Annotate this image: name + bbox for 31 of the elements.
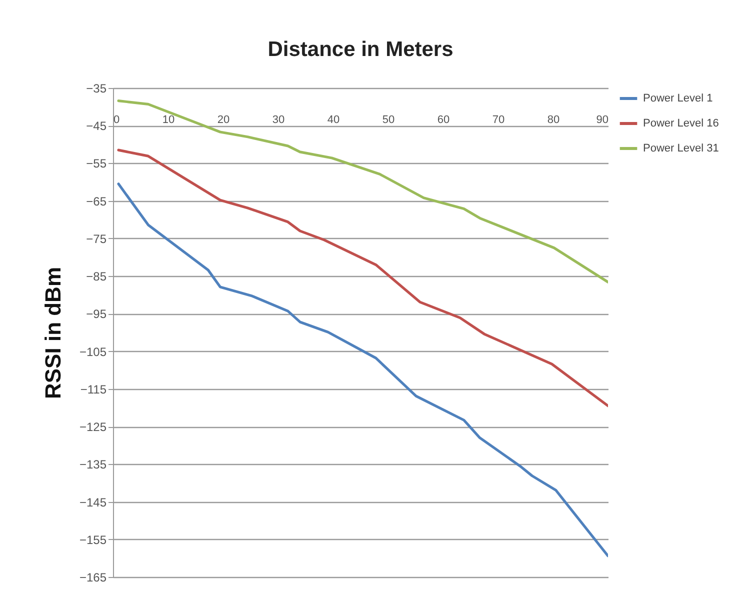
x-tick-label: 40 bbox=[327, 114, 340, 126]
x-tick-label: 50 bbox=[382, 114, 395, 126]
x-tick-label: 0 bbox=[114, 114, 120, 126]
line-series bbox=[117, 148, 608, 408]
x-tick-label: 10 bbox=[162, 114, 175, 126]
y-tick-label: −145 bbox=[79, 495, 107, 510]
x-tick-label: 30 bbox=[272, 114, 285, 126]
x-tick-label: 60 bbox=[437, 114, 450, 126]
x-tick-label: 70 bbox=[492, 114, 505, 126]
legend-label: Power Level 16 bbox=[643, 118, 719, 130]
x-tick-label: 80 bbox=[547, 114, 560, 126]
y-tick-label: −85 bbox=[86, 270, 107, 284]
legend-label: Power Level 1 bbox=[643, 92, 713, 104]
y-tick-label: −135 bbox=[79, 458, 107, 472]
y-tick-label: −75 bbox=[86, 232, 107, 246]
y-axis-title: RSSI in dBm bbox=[40, 266, 66, 400]
legend-label: Power Level 31 bbox=[643, 142, 719, 154]
x-tick-label: 20 bbox=[217, 114, 230, 126]
x-tick-label: 90 bbox=[596, 114, 608, 126]
y-tick-label: −65 bbox=[86, 194, 107, 208]
y-tick-label: −165 bbox=[79, 570, 107, 584]
y-tick-label: −105 bbox=[79, 344, 107, 359]
line-series bbox=[117, 182, 608, 558]
y-tick-label: −55 bbox=[86, 156, 107, 171]
y-tick-label: −115 bbox=[80, 382, 107, 396]
y-tick-label: −35 bbox=[86, 82, 107, 96]
chart-title: Distance in Meters bbox=[268, 38, 454, 61]
y-tick-label: −45 bbox=[86, 119, 107, 134]
y-tick-label: −125 bbox=[79, 420, 107, 434]
y-tick-label: −95 bbox=[86, 307, 107, 322]
y-tick-label: −155 bbox=[79, 532, 107, 547]
